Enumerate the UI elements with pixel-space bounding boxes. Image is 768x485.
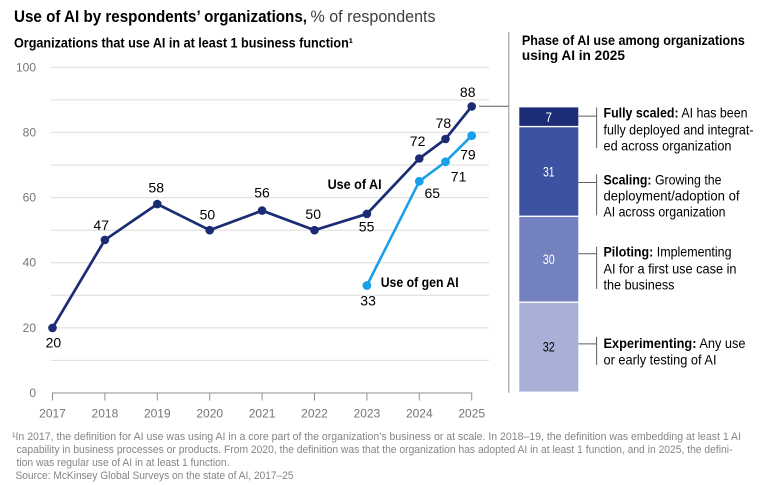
svg-text:79: 79	[460, 146, 476, 162]
svg-text:20: 20	[23, 321, 37, 335]
svg-text:2017: 2017	[39, 407, 66, 421]
svg-text:Source: McKinsey Global Survey: Source: McKinsey Global Surveys on the s…	[16, 470, 294, 482]
svg-text:31: 31	[543, 164, 555, 179]
svg-text:2024: 2024	[406, 407, 433, 421]
svg-text:2023: 2023	[354, 407, 381, 421]
svg-text:2021: 2021	[249, 407, 276, 421]
svg-text:Piloting: Implementing: Piloting: Implementing	[604, 243, 732, 259]
svg-text:Organizations that use AI in a: Organizations that use AI in at least 1 …	[14, 35, 353, 51]
svg-text:50: 50	[305, 206, 321, 222]
svg-text:72: 72	[410, 133, 426, 149]
svg-text:AI across organization: AI across organization	[604, 203, 726, 219]
svg-text:40: 40	[23, 256, 37, 270]
svg-text:capability in business process: capability in business processes or prod…	[17, 444, 733, 456]
svg-text:20: 20	[46, 335, 62, 351]
svg-text:2018: 2018	[92, 407, 119, 421]
svg-text:fully deployed and integrat-: fully deployed and integrat-	[604, 121, 754, 137]
svg-text:33: 33	[360, 293, 376, 309]
svg-text:Fully scaled: AI has been: Fully scaled: AI has been	[604, 104, 748, 120]
svg-text:100: 100	[16, 60, 36, 74]
svg-text:56: 56	[254, 184, 270, 200]
svg-text:% of respondents: % of respondents	[311, 7, 436, 26]
svg-text:65: 65	[425, 185, 441, 201]
svg-text:78: 78	[436, 115, 452, 131]
svg-text:deployment/adoption of: deployment/adoption of	[604, 187, 740, 203]
svg-text:Experimenting: Any use: Experimenting: Any use	[604, 335, 746, 351]
svg-text:58: 58	[148, 180, 164, 196]
svg-text:80: 80	[23, 125, 37, 139]
svg-text:¹In 2017, the definition for A: ¹In 2017, the definition for AI use was …	[12, 431, 741, 443]
svg-text:Phase of AI use among organiza: Phase of AI use among organizations	[522, 32, 745, 48]
svg-text:32: 32	[543, 340, 555, 355]
svg-text:2020: 2020	[196, 407, 223, 421]
svg-text:the business: the business	[604, 277, 675, 293]
svg-text:Scaling: Growing the: Scaling: Growing the	[604, 171, 722, 187]
svg-text:30: 30	[543, 252, 555, 267]
svg-text:55: 55	[359, 218, 375, 234]
svg-text:or early testing of AI: or early testing of AI	[604, 352, 717, 368]
svg-text:47: 47	[93, 217, 109, 233]
svg-text:2019: 2019	[144, 407, 171, 421]
svg-text:2022: 2022	[301, 407, 328, 421]
svg-text:Use of AI: Use of AI	[328, 176, 382, 192]
svg-text:88: 88	[460, 84, 476, 100]
svg-text:using AI in 2025: using AI in 2025	[522, 47, 625, 63]
svg-text:0: 0	[29, 386, 36, 400]
svg-text:AI for a first use case in: AI for a first use case in	[604, 260, 737, 276]
svg-text:2025: 2025	[458, 407, 485, 421]
svg-text:71: 71	[451, 168, 467, 184]
svg-text:7: 7	[546, 110, 553, 125]
svg-text:Use of gen AI: Use of gen AI	[381, 274, 459, 290]
svg-text:50: 50	[200, 206, 216, 222]
svg-text:Use of AI by respondents’ orga: Use of AI by respondents’ organizations,	[14, 7, 307, 26]
svg-text:60: 60	[23, 191, 37, 205]
svg-text:tion was regular use of AI in: tion was regular use of AI in at least 1…	[17, 457, 230, 469]
svg-text:ed across organization: ed across organization	[604, 138, 732, 154]
